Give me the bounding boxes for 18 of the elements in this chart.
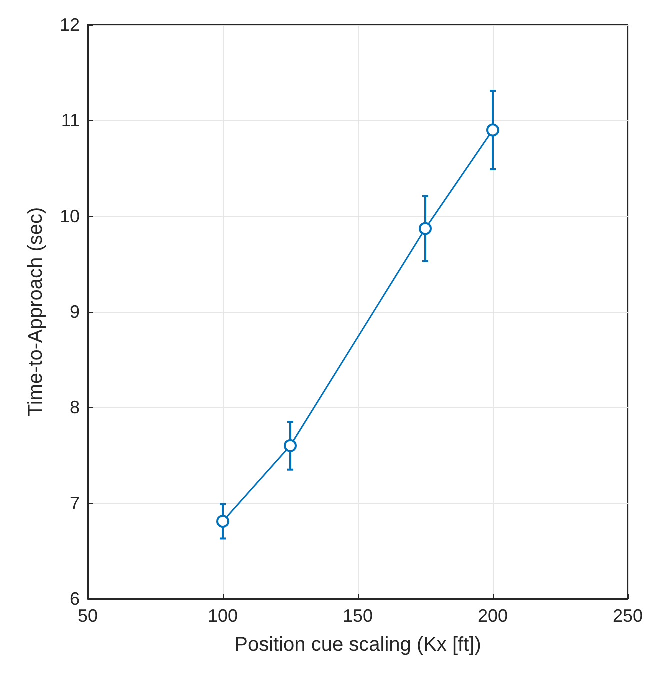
point [216, 515, 230, 528]
y-tick-label: 11 [61, 110, 80, 131]
x-axis-title: Position cue scaling (Kx [ft]) [234, 634, 482, 656]
y-tick-label: 9 [70, 302, 80, 322]
y-tick-label: 8 [70, 398, 80, 418]
y-tick-label: 7 [70, 493, 80, 514]
x-tick-label: 100 [208, 606, 238, 626]
point [486, 124, 500, 137]
y-tick-label: 6 [70, 589, 80, 609]
x-tick-label: 200 [478, 606, 508, 626]
x-tick-label: 250 [612, 606, 644, 626]
point [419, 222, 432, 236]
x-tick-label: 150 [342, 606, 374, 626]
y-tick-label: 10 [60, 206, 80, 226]
x-tick-label: 50 [78, 606, 98, 626]
y-tick-label: 12 [60, 15, 80, 35]
point [284, 439, 297, 452]
y-axis-title: Time-to-Approach (sec) [25, 207, 47, 417]
